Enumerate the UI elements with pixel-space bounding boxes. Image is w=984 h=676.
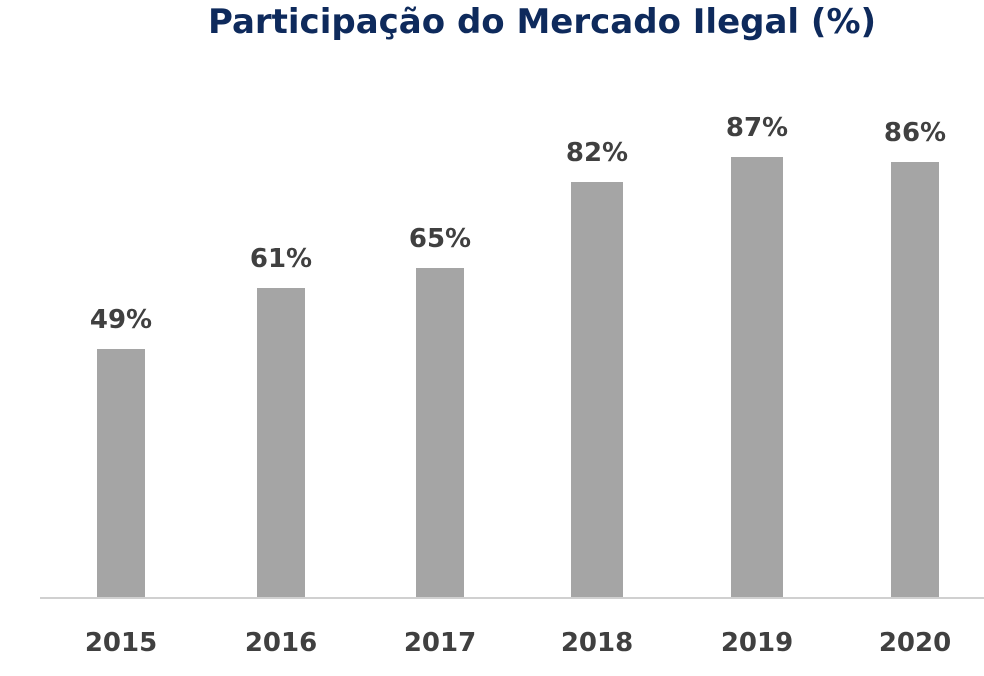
bar-2020 [891,162,939,597]
x-tick-label-2016: 2016 [244,628,318,658]
data-label-2019: 87% [725,113,789,143]
x-tick-label-2020: 2020 [878,628,952,658]
x-tick-label-2017: 2017 [403,628,477,658]
bar-2017 [416,268,464,597]
data-label-2016: 61% [249,244,313,275]
bar-2018 [571,182,623,597]
x-axis-line [40,597,984,599]
chart-title: Participação do Mercado Ilegal (%) [207,2,877,42]
data-label-2020: 86% [883,118,947,149]
data-label-2017: 65% [408,224,472,255]
data-label-2018: 82% [565,138,629,169]
x-tick-label-2015: 2015 [84,628,158,658]
bar-2016 [257,288,305,597]
bar-2019 [731,157,783,597]
bar-2015 [97,349,145,597]
x-tick-label-2018: 2018 [560,628,634,658]
data-label-2015: 49% [89,305,153,336]
x-tick-label-2019: 2019 [720,628,794,658]
